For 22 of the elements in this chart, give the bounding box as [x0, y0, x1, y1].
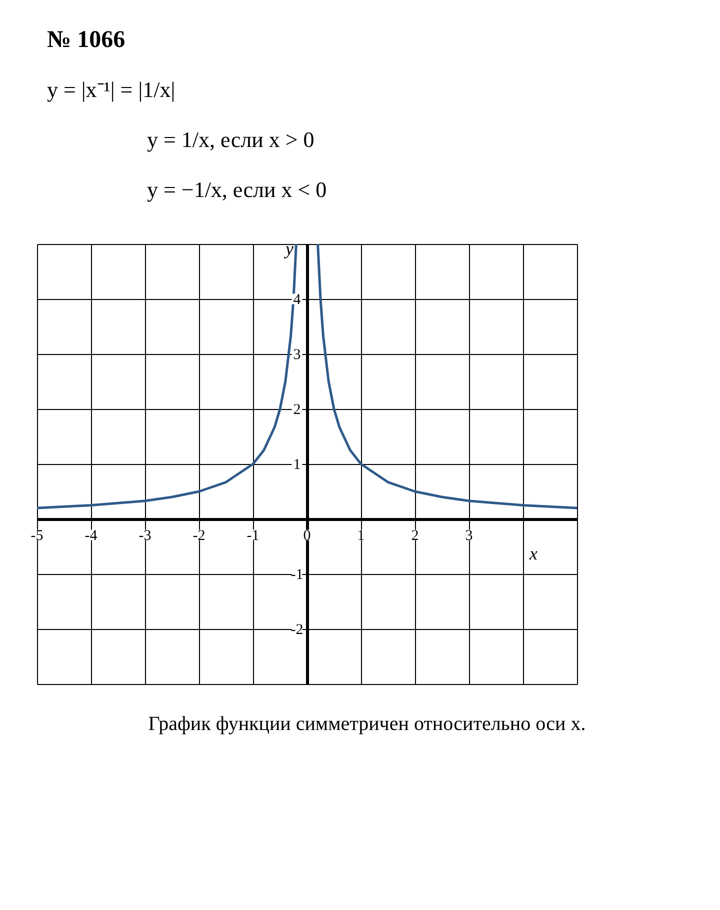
- x-tick-label: -1: [246, 528, 260, 544]
- x-tick-label: 1: [357, 528, 365, 544]
- y-tick-label: 1: [293, 457, 301, 473]
- text: y = −1/x, если x < 0: [147, 177, 327, 202]
- y-tick-label: -2: [290, 622, 304, 638]
- x-tick-label: -3: [138, 528, 152, 544]
- text: y = 1/x, если x > 0: [147, 127, 314, 152]
- text: График функции симметричен относительно оси x.: [148, 713, 586, 735]
- x-axis-title: x: [528, 544, 538, 564]
- text: y = |x⁻¹| = |1/x|: [47, 77, 176, 102]
- y-tick-label: -1: [290, 567, 304, 583]
- x-tick-label: 3: [465, 528, 473, 544]
- y-tick-label: 3: [293, 347, 301, 363]
- y-tick-label: 2: [293, 402, 301, 418]
- x-tick-label: 2: [411, 528, 419, 544]
- x-tick-label: -2: [192, 528, 206, 544]
- y-axis-title: y: [284, 238, 294, 258]
- x-tick-label: -4: [84, 528, 98, 544]
- y-tick-label: 4: [293, 292, 302, 308]
- x-tick-label: 0: [303, 528, 311, 544]
- chart-title: № 1066: [47, 27, 126, 53]
- x-tick-label: -5: [30, 528, 44, 544]
